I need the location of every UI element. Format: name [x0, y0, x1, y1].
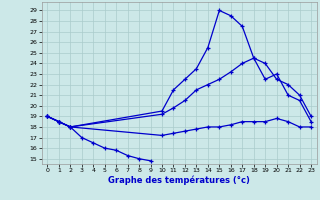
X-axis label: Graphe des températures (°c): Graphe des températures (°c) [108, 176, 250, 185]
